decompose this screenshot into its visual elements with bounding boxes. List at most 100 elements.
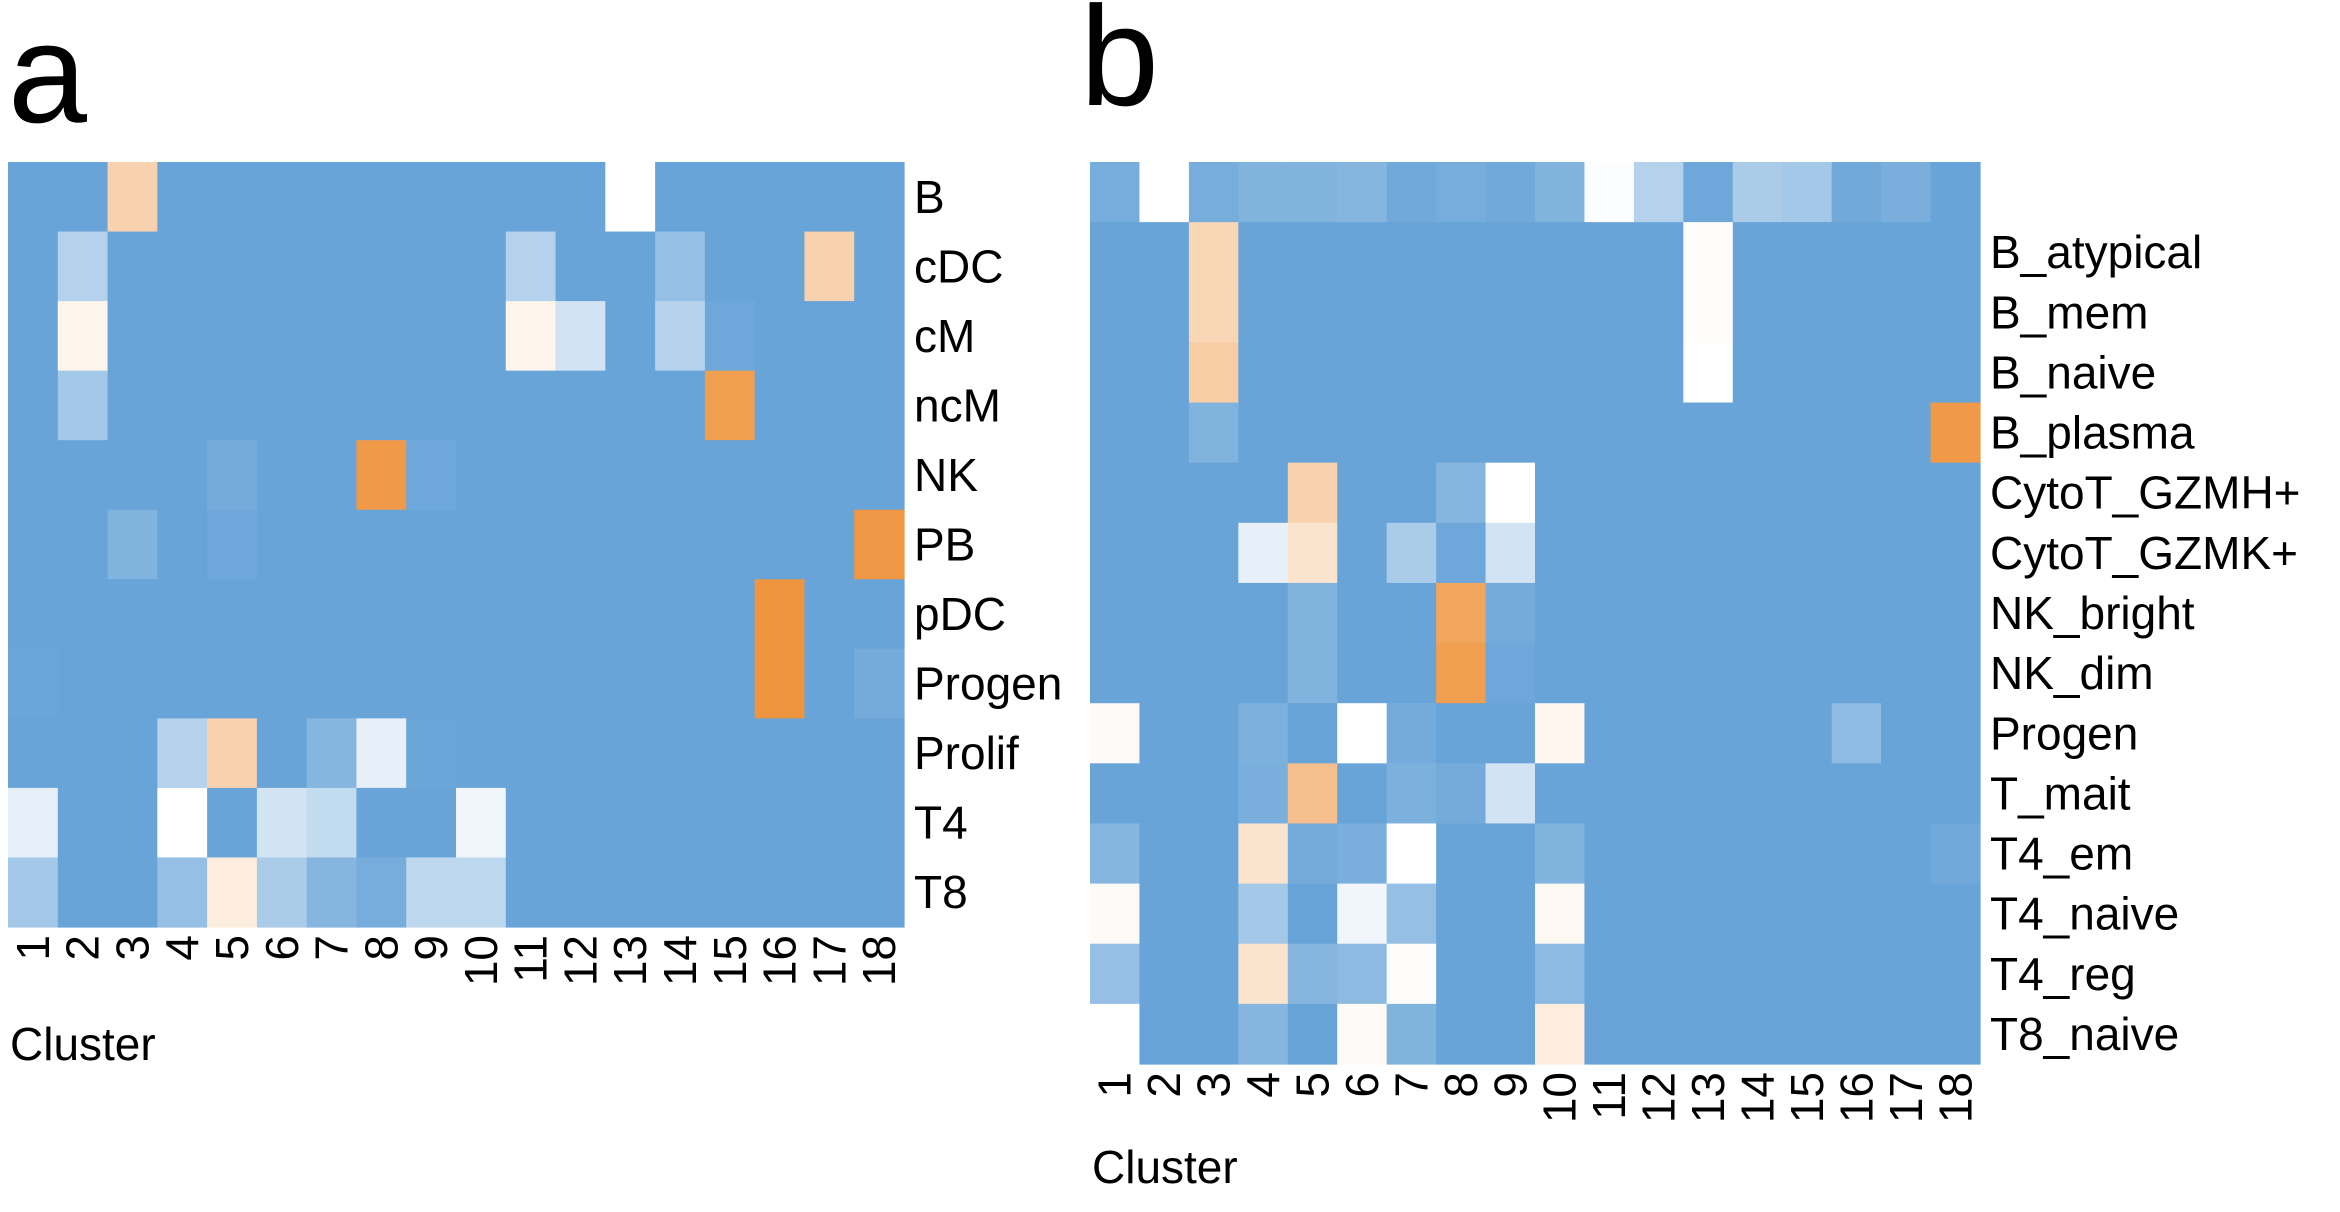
heatmap-cell-nk-dim-cluster-11 — [1584, 643, 1635, 704]
heatmap-cell-t8-cluster-11 — [505, 857, 557, 928]
heatmap-cell-pdc-cluster-18 — [854, 579, 905, 650]
heatmap-cell-t4-em-cluster-6 — [1337, 823, 1388, 885]
heatmap-cell-nk-dim-cluster-1 — [1090, 643, 1141, 704]
heatmap-cell-ncm-cluster-18 — [854, 370, 905, 441]
row-label-nk: NK — [914, 449, 978, 501]
row-label-b-plasma: B_plasma — [1990, 407, 2195, 459]
heatmap-cell-b-atypical-cluster-13 — [1683, 222, 1734, 283]
heatmap-cell-cdc-cluster-12 — [555, 231, 606, 302]
heatmap-cell-b-mem-cluster-6 — [1337, 282, 1388, 343]
heatmap-cell-pdc-cluster-14 — [655, 579, 706, 650]
heatmap-cell-b-cluster-16 — [754, 162, 806, 233]
heatmap-cell-blank-cluster-14 — [1732, 162, 1783, 223]
heatmap-cell-pdc-cluster-2 — [57, 579, 109, 650]
heatmap-cell-progen-cluster-14 — [655, 648, 706, 719]
heatmap-cell-pdc-cluster-3 — [107, 579, 158, 650]
heatmap-cell-cdc-cluster-17 — [804, 231, 855, 302]
heatmap-cell-t4-reg-cluster-16 — [1831, 943, 1882, 1005]
heatmap-cell-cytot-gzmh-cluster-17 — [1881, 462, 1932, 524]
heatmap-cell-b-plasma-cluster-6 — [1337, 402, 1388, 464]
heatmap-cell-blank-cluster-7 — [1386, 162, 1437, 223]
heatmap-cell-cytot-gzmh-cluster-6 — [1337, 462, 1388, 524]
heatmap-cell-progen-cluster-7 — [306, 648, 358, 719]
heatmap-cell-prolif-cluster-13 — [605, 718, 656, 789]
heatmap-cell-nk-dim-cluster-13 — [1683, 643, 1734, 704]
heatmap-cell-t-mait-cluster-10 — [1535, 763, 1586, 825]
heatmap-cell-progen-cluster-17 — [1881, 703, 1932, 764]
heatmap-cell-b-mem-cluster-9 — [1485, 282, 1536, 343]
heatmap-cell-t4-naive-cluster-1 — [1090, 883, 1141, 945]
heatmap-cell-ncm-cluster-11 — [505, 370, 557, 441]
heatmap-cell-b-atypical-cluster-7 — [1386, 222, 1437, 283]
heatmap-cell-b-plasma-cluster-11 — [1584, 402, 1635, 464]
heatmap-cell-cytot-gzmh-cluster-5 — [1287, 462, 1338, 524]
heatmap-cell-cytot-gzmk-cluster-1 — [1090, 522, 1141, 584]
heatmap-cell-progen-cluster-3 — [1188, 703, 1239, 764]
heatmap-cell-cytot-gzmh-cluster-16 — [1831, 462, 1882, 524]
column-label-cluster-6: 6 — [256, 935, 308, 961]
column-label-cluster-11: 11 — [505, 935, 557, 983]
heatmap-cell-pdc-cluster-7 — [306, 579, 358, 650]
column-label-cluster-12: 12 — [1633, 1072, 1685, 1123]
heatmap-cell-t4-em-cluster-3 — [1188, 823, 1239, 885]
heatmap-cell-t8-cluster-4 — [157, 857, 208, 928]
heatmap-cell-t8-cluster-8 — [356, 857, 407, 928]
heatmap-cell-cm-cluster-16 — [754, 301, 806, 372]
heatmap-cell-nk-cluster-4 — [157, 440, 208, 511]
heatmap-cell-b-mem-cluster-12 — [1633, 282, 1684, 343]
row-label-nk-bright: NK_bright — [1990, 587, 2195, 639]
heatmap-cell-ncm-cluster-14 — [655, 370, 706, 441]
heatmap-cell-t-mait-cluster-2 — [1139, 763, 1190, 825]
heatmap-cell-nk-dim-cluster-7 — [1386, 643, 1437, 704]
column-label-cluster-4: 4 — [1237, 1072, 1289, 1098]
heatmap-cell-t8-naive-cluster-13 — [1683, 1003, 1734, 1065]
heatmap-cell-prolif-cluster-12 — [555, 718, 606, 789]
column-label-cluster-15: 15 — [704, 935, 756, 986]
column-label-cluster-14: 14 — [1732, 1072, 1784, 1123]
heatmap-cell-t8-naive-cluster-14 — [1732, 1003, 1783, 1065]
heatmap-cell-pdc-cluster-1 — [8, 579, 59, 650]
heatmap-cell-b-atypical-cluster-9 — [1485, 222, 1536, 283]
heatmap-cell-b-cluster-5 — [207, 162, 258, 233]
row-label-pb: PB — [914, 519, 975, 571]
heatmap-cell-t4-reg-cluster-12 — [1633, 943, 1684, 1005]
heatmap-cell-b-atypical-cluster-12 — [1633, 222, 1684, 283]
heatmap-cell-t8-naive-cluster-5 — [1287, 1003, 1338, 1065]
heatmap-cell-t4-em-cluster-14 — [1732, 823, 1783, 885]
heatmap-cell-b-cluster-18 — [854, 162, 905, 233]
heatmap-cell-progen-cluster-16 — [754, 648, 806, 719]
heatmap-cell-b-mem-cluster-7 — [1386, 282, 1437, 343]
heatmap-cell-cdc-cluster-9 — [406, 231, 457, 302]
column-label-cluster-1: 1 — [1089, 1072, 1141, 1098]
heatmap-cell-cm-cluster-6 — [256, 301, 308, 372]
heatmap-cell-t4-cluster-16 — [754, 787, 806, 859]
heatmap-cell-t8-naive-cluster-17 — [1881, 1003, 1932, 1065]
heatmap-cell-t4-cluster-9 — [406, 787, 457, 859]
column-label-cluster-16: 16 — [754, 935, 806, 986]
heatmap-cell-t4-naive-cluster-12 — [1633, 883, 1684, 945]
heatmap-cell-cdc-cluster-16 — [754, 231, 806, 302]
heatmap-cell-nk-dim-cluster-18 — [1930, 643, 1981, 704]
heatmap-cell-nk-dim-cluster-2 — [1139, 643, 1190, 704]
heatmap-cell-cytot-gzmk-cluster-18 — [1930, 522, 1981, 584]
heatmap-cell-t4-cluster-13 — [605, 787, 656, 859]
heatmap-cell-b-naive-cluster-8 — [1436, 342, 1487, 404]
heatmap-cell-prolif-cluster-15 — [704, 718, 756, 789]
heatmap-cell-t4-cluster-7 — [306, 787, 358, 859]
heatmap-panel-a: BcDCcMncMNKPBpDCProgenProlifT4T812345678… — [7, 162, 1062, 986]
heatmap-cell-b-mem-cluster-13 — [1683, 282, 1734, 343]
row-label-b-naive: B_naive — [1990, 346, 2156, 398]
heatmap-cell-pdc-cluster-5 — [207, 579, 258, 650]
heatmap-cell-t-mait-cluster-15 — [1782, 763, 1833, 825]
heatmap-cell-t4-naive-cluster-5 — [1287, 883, 1338, 945]
heatmap-cell-cm-cluster-1 — [8, 301, 59, 372]
heatmap-cell-pdc-cluster-10 — [456, 579, 507, 650]
heatmap-cell-pb-cluster-13 — [605, 509, 656, 580]
heatmap-cell-t4-naive-cluster-10 — [1535, 883, 1586, 945]
heatmap-cell-t4-naive-cluster-18 — [1930, 883, 1981, 945]
heatmap-cell-progen-cluster-6 — [256, 648, 308, 719]
heatmap-cell-t-mait-cluster-1 — [1090, 763, 1141, 825]
heatmap-cell-nk-dim-cluster-16 — [1831, 643, 1882, 704]
heatmap-cell-t4-reg-cluster-4 — [1238, 943, 1289, 1005]
heatmap-cell-pb-cluster-2 — [57, 509, 109, 580]
